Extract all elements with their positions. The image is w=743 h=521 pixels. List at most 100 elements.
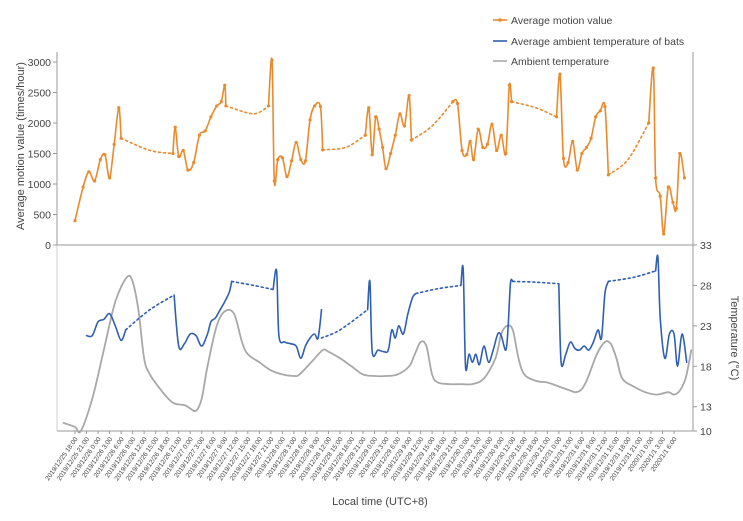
- motion-point: [662, 232, 666, 236]
- motion-point: [575, 168, 579, 172]
- top-y-tick-label: 2500: [28, 88, 52, 100]
- x-axis-label: Local time (UTC+8): [332, 496, 428, 508]
- motion-point: [674, 206, 678, 210]
- top-y-axis-label: Average motion value (times/hour): [15, 62, 27, 230]
- legend-ambient-label: Ambient temperature: [511, 56, 609, 68]
- motion-point: [318, 104, 322, 109]
- motion-point: [181, 148, 185, 153]
- motion-point: [658, 194, 662, 198]
- motion-point: [112, 142, 116, 146]
- series-bat-temp-solid-line: [366, 279, 417, 358]
- motion-point: [209, 115, 213, 119]
- series-bat-temp-dotted-line: [607, 270, 657, 283]
- series-motion-solid-line: [74, 106, 122, 222]
- top-y-tick-label: 3000: [28, 57, 52, 69]
- motion-point: [313, 104, 317, 108]
- motion-point: [380, 145, 385, 149]
- series-motion-solid-line: [172, 84, 227, 172]
- motion-point: [468, 139, 472, 143]
- motion-point: [303, 159, 307, 163]
- series-motion-solid-line: [364, 94, 413, 170]
- motion-point: [651, 66, 655, 70]
- motion-point: [203, 129, 207, 133]
- bottom-y-tick-label: 23: [700, 321, 712, 333]
- motion-point: [173, 125, 177, 129]
- motion-point: [107, 176, 112, 180]
- motion-point: [308, 118, 312, 122]
- motion-point: [580, 151, 584, 156]
- series-motion-dotted-line: [225, 105, 270, 115]
- motion-point: [289, 159, 294, 163]
- motion-point: [98, 158, 102, 162]
- series-bat-temp-solid-line: [272, 268, 323, 359]
- series-bat-temp-solid-line: [460, 264, 514, 372]
- motion-point: [451, 100, 455, 104]
- motion-point: [678, 151, 682, 156]
- series-motion-solid-line: [267, 57, 324, 186]
- motion-point: [117, 106, 121, 110]
- motion-point: [558, 72, 562, 76]
- motion-point: [197, 133, 202, 137]
- series-ambient-solid-line: [62, 274, 693, 434]
- legend-motion-marker: [498, 18, 502, 22]
- top-y-tick-label: 2000: [28, 118, 52, 130]
- motion-point: [192, 161, 196, 165]
- series-motion: [73, 57, 687, 236]
- motion-point: [594, 115, 598, 119]
- motion-point: [92, 179, 97, 183]
- series-motion-dotted-line: [410, 100, 454, 141]
- motion-point: [103, 153, 107, 157]
- motion-point: [485, 142, 490, 146]
- motion-point: [377, 127, 381, 131]
- motion-point: [495, 148, 499, 153]
- motion-point: [374, 115, 378, 119]
- top-y-tick-label: 0: [45, 240, 51, 252]
- motion-point: [186, 168, 190, 172]
- motion-point: [589, 136, 593, 140]
- bottom-y-axis-label: Temperature (°C): [728, 296, 740, 380]
- bottom-y-tick-label: 28: [700, 280, 712, 292]
- motion-point: [647, 121, 651, 125]
- bottom-y-tick-label: 18: [700, 361, 712, 373]
- motion-point: [294, 140, 298, 145]
- motion-point: [682, 176, 687, 180]
- motion-point: [455, 101, 460, 106]
- series-motion-dotted-line: [607, 122, 650, 176]
- series-bat-temp: [85, 254, 688, 372]
- motion-point: [654, 176, 658, 180]
- motion-point: [476, 127, 480, 131]
- legend: Average motion value Average ambient tem…: [493, 15, 684, 68]
- motion-point: [299, 158, 303, 162]
- series-bat-temp-dotted-line: [124, 294, 175, 331]
- motion-point: [223, 83, 227, 87]
- motion-point: [671, 200, 675, 204]
- motion-point: [471, 158, 476, 162]
- series-motion-dotted-line: [321, 134, 367, 151]
- top-y-tick-label: 1000: [28, 179, 52, 191]
- motion-point: [499, 133, 503, 137]
- legend-motion-label: Average motion value: [511, 15, 613, 27]
- bottom-y-ticks: 10 13 18 23 28 33: [693, 240, 712, 438]
- motion-point: [603, 104, 607, 109]
- series-bat-temp-dotted-line: [511, 280, 560, 285]
- top-y-ticks: 0 500 1000 1500 2000 2500 3000: [28, 57, 57, 252]
- motion-point: [460, 148, 464, 153]
- series-bat-temp-solid-line: [654, 254, 688, 368]
- series-motion-dotted-line: [120, 137, 174, 155]
- motion-point: [571, 139, 575, 143]
- motion-point: [87, 170, 91, 174]
- motion-point: [363, 133, 367, 137]
- motion-point: [266, 104, 271, 108]
- series-motion-solid-line: [647, 66, 686, 235]
- motion-point: [393, 133, 397, 137]
- motion-point: [270, 58, 274, 62]
- motion-point: [171, 151, 175, 156]
- series-motion-dotted-line: [510, 100, 558, 118]
- motion-point: [398, 112, 402, 116]
- motion-point: [73, 219, 77, 223]
- bottom-y-tick-label: 33: [700, 240, 712, 252]
- series-bat-temp-solid-line: [173, 280, 233, 351]
- bottom-y-tick-label: 10: [700, 426, 712, 438]
